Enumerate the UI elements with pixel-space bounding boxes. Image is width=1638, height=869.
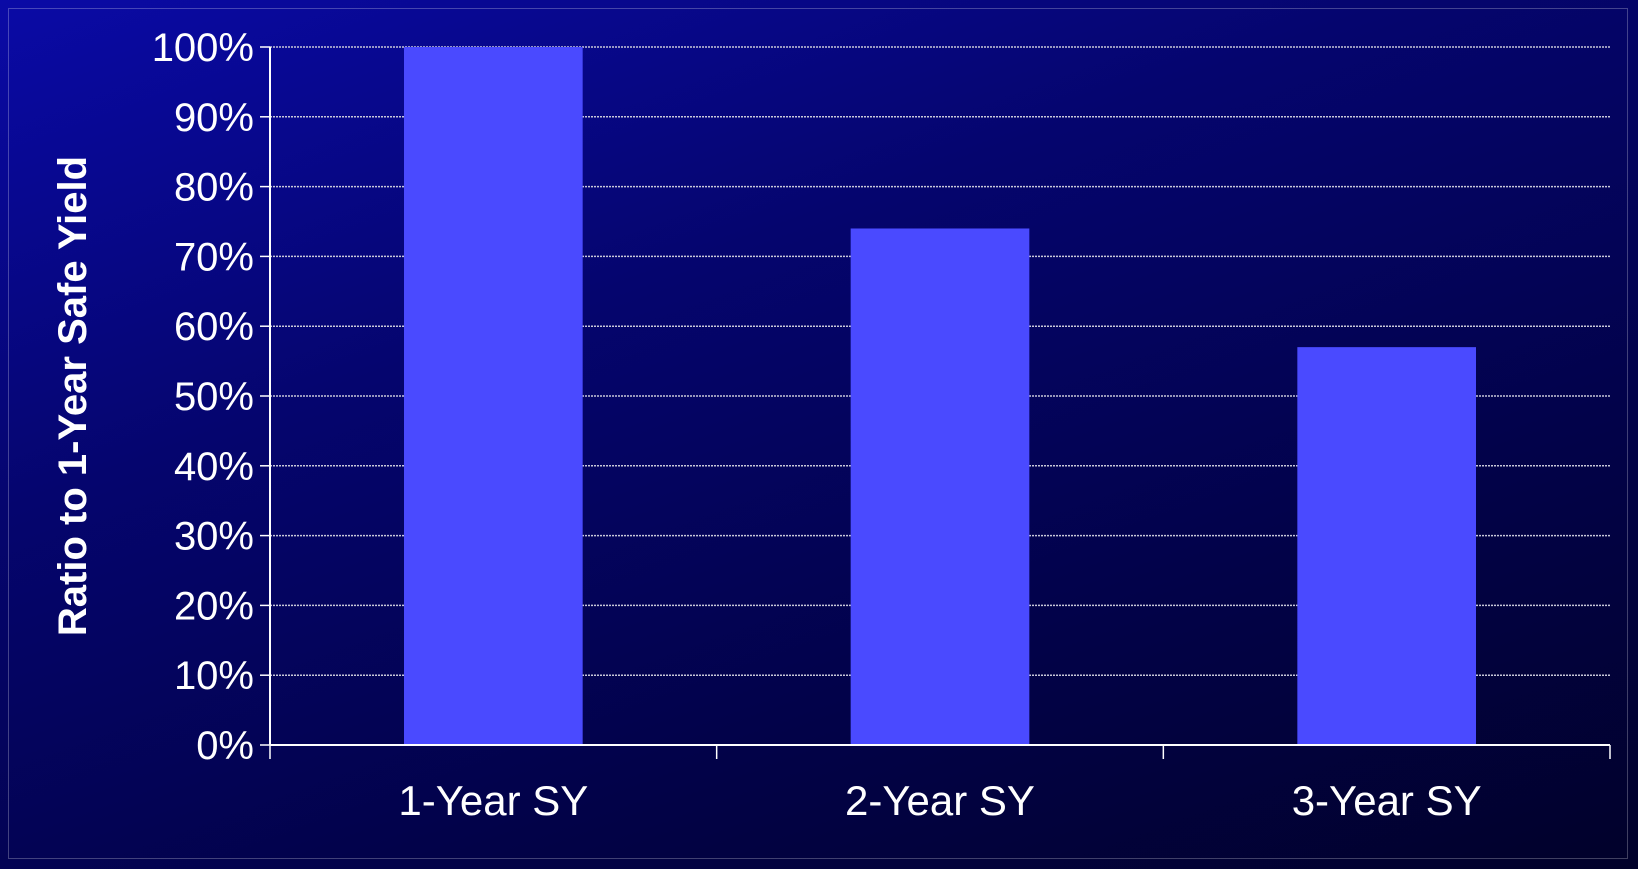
bar-2 <box>850 228 1030 746</box>
y-tick-label: 30% <box>174 515 254 559</box>
axes <box>260 46 1611 759</box>
y-tick-label: 50% <box>174 375 254 419</box>
tick-labels: 0% 10% 20% 30% 40% 50% 60% 70% 80% 90% 100% 1-Year … <box>152 26 1482 824</box>
x-category-label: 2-Year SY <box>845 777 1035 824</box>
x-category-label: 3-Year SY <box>1292 777 1482 824</box>
bar-1 <box>404 47 583 745</box>
y-tick-label: 20% <box>174 584 254 628</box>
x-category-label: 1-Year SY <box>398 777 588 824</box>
y-tick-label: 40% <box>174 445 254 489</box>
y-tick-label: 70% <box>174 235 254 279</box>
y-tick-label: 60% <box>174 305 254 349</box>
y-tick-label: 100% <box>152 26 254 70</box>
y-tick-label: 90% <box>174 96 254 140</box>
bars <box>404 47 1476 746</box>
y-axis-title: Ratio to 1-Year Safe Yield <box>51 156 95 636</box>
y-tick-label: 10% <box>174 654 254 698</box>
bar-3 <box>1297 347 1476 745</box>
y-tick-label: 80% <box>174 166 254 210</box>
y-tick-label: 0% <box>196 724 254 768</box>
